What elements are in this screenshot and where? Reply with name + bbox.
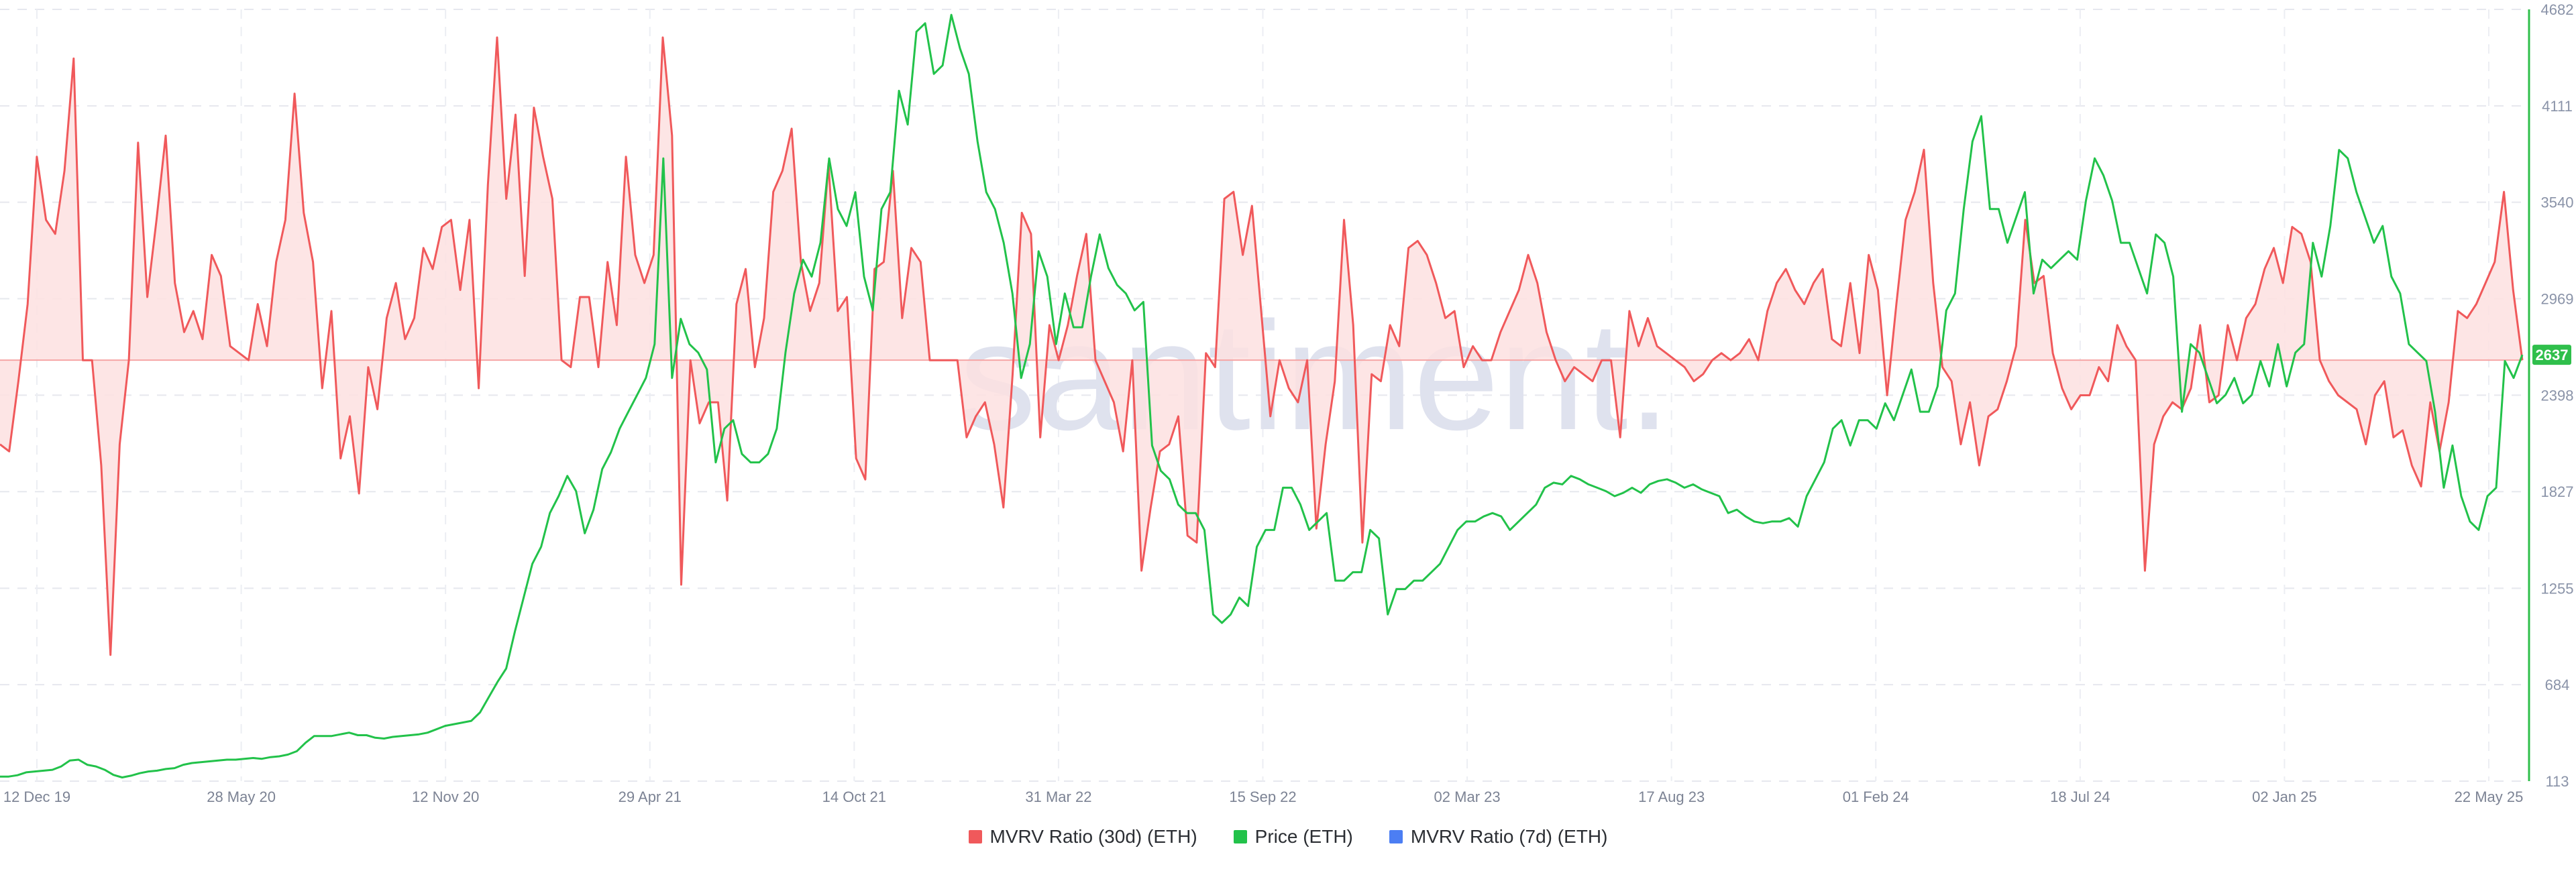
mvrv-30d-line xyxy=(0,36,2524,656)
legend: MVRV Ratio (30d) (ETH) Price (ETH) MVRV … xyxy=(0,826,2576,848)
legend-swatch-price xyxy=(1233,830,1247,843)
x-tick-label: 28 May 20 xyxy=(207,789,276,805)
x-tick-label: 29 Apr 21 xyxy=(619,789,682,805)
axis-layer: 4682 4111 3540 2969 2398 1827 1255 684 113 12 Dec… xyxy=(3,1,2574,805)
legend-item-mvrv-7d[interactable]: MVRV Ratio (7d) (ETH) xyxy=(1389,826,1608,848)
x-tick-label: 18 Jul 24 xyxy=(2050,789,2110,805)
x-tick-label: 31 Mar 22 xyxy=(1025,789,1091,805)
x-tick-label: 02 Mar 23 xyxy=(1434,789,1501,805)
x-tick-label: 01 Feb 24 xyxy=(1843,789,1909,805)
current-price-label: 2637 xyxy=(2536,347,2569,363)
line-layer xyxy=(0,13,2524,778)
legend-label-price: Price (ETH) xyxy=(1254,826,1353,847)
legend-swatch-mvrv-7d xyxy=(1389,830,1403,843)
y-tick-label: 4682 xyxy=(2541,1,2574,18)
y-tick-label: 1827 xyxy=(2541,483,2574,500)
x-tick-label: 14 Oct 21 xyxy=(822,789,886,805)
legend-item-mvrv-30d[interactable]: MVRV Ratio (30d) (ETH) xyxy=(968,826,1197,848)
x-tick-label: 12 Dec 19 xyxy=(3,789,70,805)
legend-swatch-mvrv-30d xyxy=(968,830,982,843)
mvrv-fill-layer xyxy=(0,37,2522,655)
x-tick-label: 17 Aug 23 xyxy=(1638,789,1705,805)
price-line xyxy=(0,13,2524,778)
y-tick-label: 4111 xyxy=(2542,98,2573,115)
y-tick-label: 3540 xyxy=(2541,194,2574,211)
x-tick-label: 12 Nov 20 xyxy=(412,789,479,805)
y-tick-label: 1255 xyxy=(2541,580,2574,597)
x-tick-label: 02 Jan 25 xyxy=(2252,789,2317,805)
y-tick-label: 113 xyxy=(2545,773,2569,790)
legend-label-mvrv-30d: MVRV Ratio (30d) (ETH) xyxy=(989,826,1197,847)
x-tick-label: 22 May 25 xyxy=(2455,789,2524,805)
legend-label-mvrv-7d: MVRV Ratio (7d) (ETH) xyxy=(1410,826,1608,847)
x-tick-label: 15 Sep 22 xyxy=(1229,789,1296,805)
y-tick-label: 684 xyxy=(2545,677,2570,693)
legend-item-price[interactable]: Price (ETH) xyxy=(1233,826,1353,848)
y-tick-label: 2969 xyxy=(2541,291,2574,308)
current-price-badge xyxy=(2532,345,2571,365)
y-tick-label: 2398 xyxy=(2541,387,2574,404)
mvrv-30d-area xyxy=(0,37,2522,655)
